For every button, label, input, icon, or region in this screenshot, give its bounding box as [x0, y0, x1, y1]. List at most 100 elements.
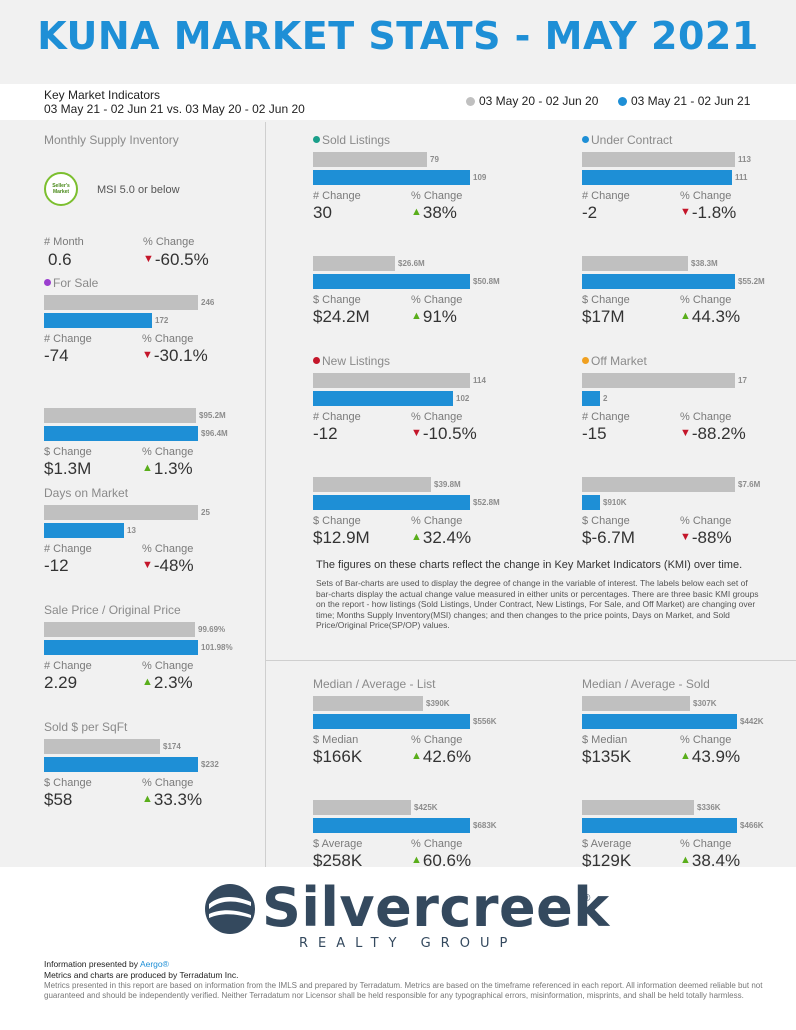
for-sale-count-bar-prev — [44, 295, 198, 310]
off-market-dollar-pct-label: % Change — [680, 515, 732, 527]
for-sale-count-change-label: # Change — [44, 333, 92, 345]
median-sold-average-pct-label: % Change — [680, 838, 732, 850]
legend-prev-label: 03 May 20 - 02 Jun 20 — [479, 94, 599, 108]
logo-wordmark: Silvercreek — [262, 876, 610, 939]
msi-month-label: # Month — [44, 236, 84, 248]
median-list-average-pct-label: % Change — [411, 838, 463, 850]
sellers-market-badge-text: Seller's Market — [52, 183, 70, 195]
msi-pct-label: % Change — [143, 236, 195, 248]
produced-by: Metrics and charts are produced by Terra… — [44, 970, 239, 980]
sold-per-sqft-bar-cur — [44, 757, 198, 772]
disclaimer: Metrics presented in this report are bas… — [44, 981, 763, 1000]
new-listings-count-bar-prev-label: 114 — [473, 376, 486, 385]
legend-cur: 03 May 21 - 02 Jun 21 — [618, 94, 750, 108]
sale-price-bar-cur-label: 101.98% — [201, 643, 233, 652]
median-list-median-pct-label: % Change — [411, 734, 463, 746]
up-arrow-icon: ▲ — [411, 531, 422, 543]
silvercreek-logo-mark-icon — [205, 884, 255, 934]
legend-cur-label: 03 May 21 - 02 Jun 21 — [631, 94, 751, 108]
msi-title: Monthly Supply Inventory — [44, 133, 179, 147]
new-listings-dollar-change-label: $ Change — [313, 515, 361, 527]
days-on-market-change-value: -12 — [44, 556, 69, 575]
median-list-median-title: Median / Average - List — [313, 677, 436, 691]
sellers-market-badge: Seller's Market — [44, 172, 78, 206]
sold-listings-dollar-change-value: $24.2M — [313, 307, 370, 326]
under-contract-count-dot — [582, 136, 589, 143]
down-arrow-icon: ▼ — [143, 253, 154, 265]
median-list-median-bar-cur-label: $556K — [473, 717, 497, 726]
presented-by: Information presented by Aergo® — [44, 959, 169, 969]
off-market-count-title: Off Market — [582, 354, 647, 368]
median-sold-average-change-value: $129K — [582, 851, 632, 870]
under-contract-count-change-label: # Change — [582, 190, 630, 202]
median-list-median-bar-prev-label: $390K — [426, 699, 450, 708]
off-market-dollar-bar-prev — [582, 477, 735, 492]
new-listings-count-change-label: # Change — [313, 411, 361, 423]
for-sale-dollar-change-value: $1.3M — [44, 459, 92, 478]
up-arrow-icon: ▲ — [142, 462, 153, 474]
under-contract-dollar-bar-prev-label: $38.3M — [691, 259, 718, 268]
median-list-median-change-value: $166K — [313, 747, 363, 766]
off-market-dollar-bar-cur-label: $910K — [603, 498, 627, 507]
sold-per-sqft-bar-prev-label: $174 — [163, 742, 181, 751]
median-sold-average-pct-value: ▲38.4% — [680, 851, 741, 870]
sold-listings-count-dot — [313, 136, 320, 143]
under-contract-dollar-bar-prev — [582, 256, 688, 271]
under-contract-count-title: Under Contract — [582, 133, 672, 147]
median-sold-median-change-label: $ Median — [582, 734, 628, 746]
aergo-link[interactable]: Aergo® — [139, 959, 169, 969]
for-sale-count-change-value: -74 — [44, 346, 69, 365]
msi-pct-value: ▼-60.5% — [143, 250, 209, 269]
sold-per-sqft-change-value: $58 — [44, 790, 73, 809]
sold-listings-count-change-label: # Change — [313, 190, 361, 202]
sale-price-bar-prev-label: 99.69% — [198, 625, 226, 634]
msi-month-value: 0.6 — [48, 250, 72, 269]
new-listings-count-bar-prev — [313, 373, 470, 388]
down-arrow-icon: ▼ — [142, 349, 153, 361]
for-sale-count-bar-cur-label: 172 — [155, 316, 169, 325]
under-contract-dollar-bar-cur-label: $55.2M — [738, 277, 765, 286]
median-sold-average-bar-cur-label: $466K — [740, 821, 764, 830]
median-sold-median-change-value: $135K — [582, 747, 632, 766]
sold-listings-dollar-bar-cur — [313, 274, 470, 289]
new-listings-dollar-pct-label: % Change — [411, 515, 463, 527]
sale-price-title: Sale Price / Original Price — [44, 603, 181, 617]
kmi-range: 03 May 21 - 02 Jun 21 vs. 03 May 20 - 02… — [44, 102, 305, 116]
median-list-average-change-label: $ Average — [313, 838, 363, 850]
days-on-market-pct-label: % Change — [142, 543, 194, 555]
page-title: KUNA MARKET STATS - MAY 2021 — [37, 14, 759, 58]
for-sale-count-title: For Sale — [44, 276, 98, 290]
new-listings-dollar-change-value: $12.9M — [313, 528, 370, 547]
sold-listings-count-bar-prev-label: 79 — [430, 155, 439, 164]
under-contract-count-bar-prev — [582, 152, 735, 167]
sold-listings-dollar-bar-prev — [313, 256, 395, 271]
median-sold-median-pct-value: ▲43.9% — [680, 747, 741, 766]
up-arrow-icon: ▲ — [680, 310, 691, 322]
legend-prev: 03 May 20 - 02 Jun 20 — [466, 94, 598, 108]
median-list-median-change-label: $ Median — [313, 734, 359, 746]
new-listings-count-pct-label: % Change — [411, 411, 463, 423]
days-on-market-bar-cur-label: 13 — [127, 526, 136, 535]
under-contract-dollar-change-label: $ Change — [582, 294, 630, 306]
median-sold-average-bar-cur — [582, 818, 737, 833]
median-sold-median-pct-label: % Change — [680, 734, 732, 746]
sold-listings-dollar-pct-value: ▲91% — [411, 307, 457, 326]
for-sale-dollar-bar-prev — [44, 408, 196, 423]
off-market-dollar-change-label: $ Change — [582, 515, 630, 527]
for-sale-count-bar-prev-label: 246 — [201, 298, 215, 307]
median-sold-average-bar-prev-label: $336K — [697, 803, 721, 812]
sale-price-change-label: # Change — [44, 660, 92, 672]
off-market-count-dot — [582, 357, 589, 364]
median-sold-median-bar-prev — [582, 696, 690, 711]
median-sold-median-bar-prev-label: $307K — [693, 699, 717, 708]
legend-cur-swatch — [618, 96, 627, 106]
logo-subtitle: REALTY GROUP — [299, 936, 518, 951]
under-contract-count-bar-cur-label: 111 — [735, 173, 748, 182]
for-sale-dollar-bar-prev-label: $95.2M — [199, 411, 226, 420]
column-divider — [265, 122, 266, 867]
days-on-market-pct-value: ▼-48% — [142, 556, 194, 575]
off-market-count-bar-prev-label: 17 — [738, 376, 747, 385]
days-on-market-title: Days on Market — [44, 486, 129, 500]
for-sale-dollar-pct-value: ▲1.3% — [142, 459, 193, 478]
sold-per-sqft-bar-prev — [44, 739, 160, 754]
